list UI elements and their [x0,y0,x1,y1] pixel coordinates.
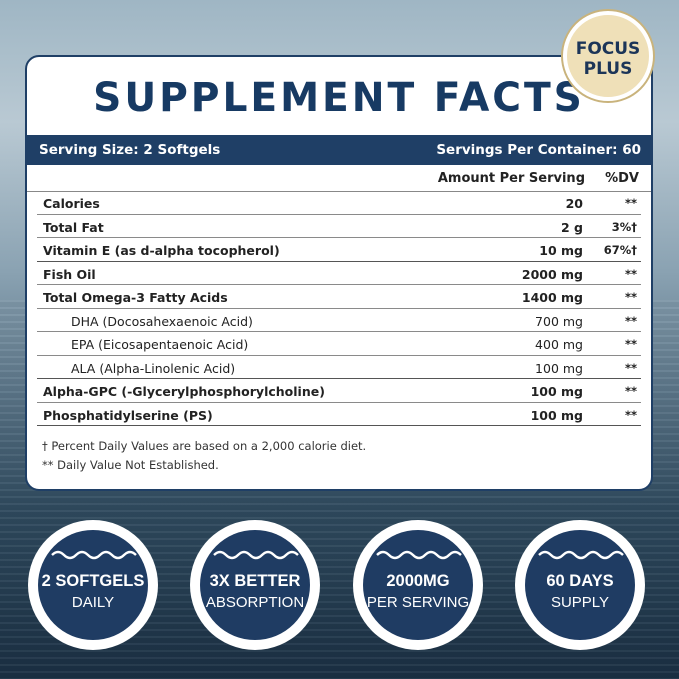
nutrient-name: ALA (Alpha-Linolenic Acid) [71,360,236,376]
nutrient-dv: 67%† [603,243,637,257]
feature-badge-softgels: 2 SOFTGELS DAILY [28,520,158,650]
nutrient-name: DHA (Docosahexaenoic Acid) [71,313,253,329]
nutrient-dv: ** [624,313,637,328]
feature-subtitle: ABSORPTION [205,594,305,611]
table-row: Alpha-GPC (-Glycerylphosphorylcholine) 1… [37,379,641,403]
footnote-dv: † Percent Daily Values are based on a 2,… [42,439,367,453]
table-row: Phosphatidylserine (PS) 100 mg ** [37,403,641,426]
nutrient-amount: 20 [565,196,583,211]
feature-badges: 2 SOFTGELS DAILY 3X BETTER ABSORPTION 20… [0,520,679,650]
supplement-facts-panel: SUPPLEMENT FACTS Serving Size: 2 Softgel… [25,55,653,491]
serving-bar: Serving Size: 2 Softgels Servings Per Co… [27,135,651,165]
nutrient-dv: ** [624,196,637,210]
nutrient-dv: ** [624,407,637,422]
serving-size: Serving Size: 2 Softgels [39,142,221,158]
nutrient-name: Alpha-GPC (-Glycerylphosphorylcholine) [43,384,325,399]
badge-line-1: FOCUS [575,39,641,59]
table-row: ALA (Alpha-Linolenic Acid) 100 mg ** [37,356,641,379]
nutrient-name: Total Omega-3 Fatty Acids [43,290,228,305]
feature-title: 3X BETTER [209,572,301,590]
nutrient-amount: 2 g [561,219,583,235]
badge-line-2: PLUS [583,59,633,79]
nutrient-dv: ** [624,384,637,398]
nutrient-amount: 100 mg [530,384,583,399]
nutrient-dv: 3%† [611,219,637,234]
amount-header: Amount Per Serving [437,171,585,186]
nutrient-amount: 2000 mg [521,266,583,282]
footnotes: † Percent Daily Values are based on a 2,… [42,437,366,475]
wave-icon [51,550,137,560]
feature-title: 2000MG [386,572,450,590]
feature-badge-serving: 2000MG PER SERVING [353,520,483,650]
nutrient-name: Vitamin E (as d-alpha tocopherol) [43,243,280,258]
nutrient-dv: ** [624,360,637,375]
nutrient-name: Calories [43,196,100,211]
nutrient-dv: ** [624,337,637,351]
servings-per-container: Servings Per Container: 60 [436,142,641,158]
table-row: Total Fat 2 g 3%† [37,215,641,238]
nutrient-amount: 100 mg [535,360,583,376]
feature-subtitle: PER SERVING [366,594,470,611]
feature-badge-supply: 60 DAYS SUPPLY [515,520,645,650]
footnote-not-established: ** Daily Value Not Established. [42,458,219,472]
feature-subtitle: DAILY [71,594,115,611]
nutrient-dv: ** [624,290,637,304]
nutrient-amount: 400 mg [535,337,583,352]
wave-icon [213,550,299,560]
table-row: Total Omega-3 Fatty Acids 1400 mg ** [37,285,641,309]
nutrient-table: Calories 20 ** Total Fat 2 g 3%† Vitamin… [37,191,641,426]
nutrient-amount: 10 mg [539,243,583,258]
table-row: Vitamin E (as d-alpha tocopherol) 10 mg … [37,238,641,262]
nutrient-name: Phosphatidylserine (PS) [43,407,213,423]
nutrient-name: Fish Oil [43,266,96,282]
table-row: DHA (Docosahexaenoic Acid) 700 mg ** [37,309,641,332]
nutrient-name: EPA (Eicosapentaenoic Acid) [71,337,249,352]
feature-subtitle: SUPPLY [550,594,610,611]
table-header: Amount Per Serving %DV [27,165,651,192]
table-row: Fish Oil 2000 mg ** [37,262,641,285]
focus-plus-badge: FOCUS PLUS [563,11,653,101]
feature-title: 60 DAYS [546,572,614,590]
nutrient-name: Total Fat [43,219,104,235]
page-title: SUPPLEMENT FACTS [93,75,585,121]
feature-badge-absorption: 3X BETTER ABSORPTION [190,520,320,650]
nutrient-amount: 1400 mg [521,290,583,305]
nutrient-amount: 700 mg [535,313,583,329]
nutrient-amount: 100 mg [530,407,583,423]
nutrient-dv: ** [624,266,637,281]
wave-icon [538,550,624,560]
wave-icon [376,550,462,560]
dv-header: %DV [605,171,639,186]
feature-title: 2 SOFTGELS [41,572,145,590]
table-row: Calories 20 ** [37,191,641,215]
table-row: EPA (Eicosapentaenoic Acid) 400 mg ** [37,332,641,356]
